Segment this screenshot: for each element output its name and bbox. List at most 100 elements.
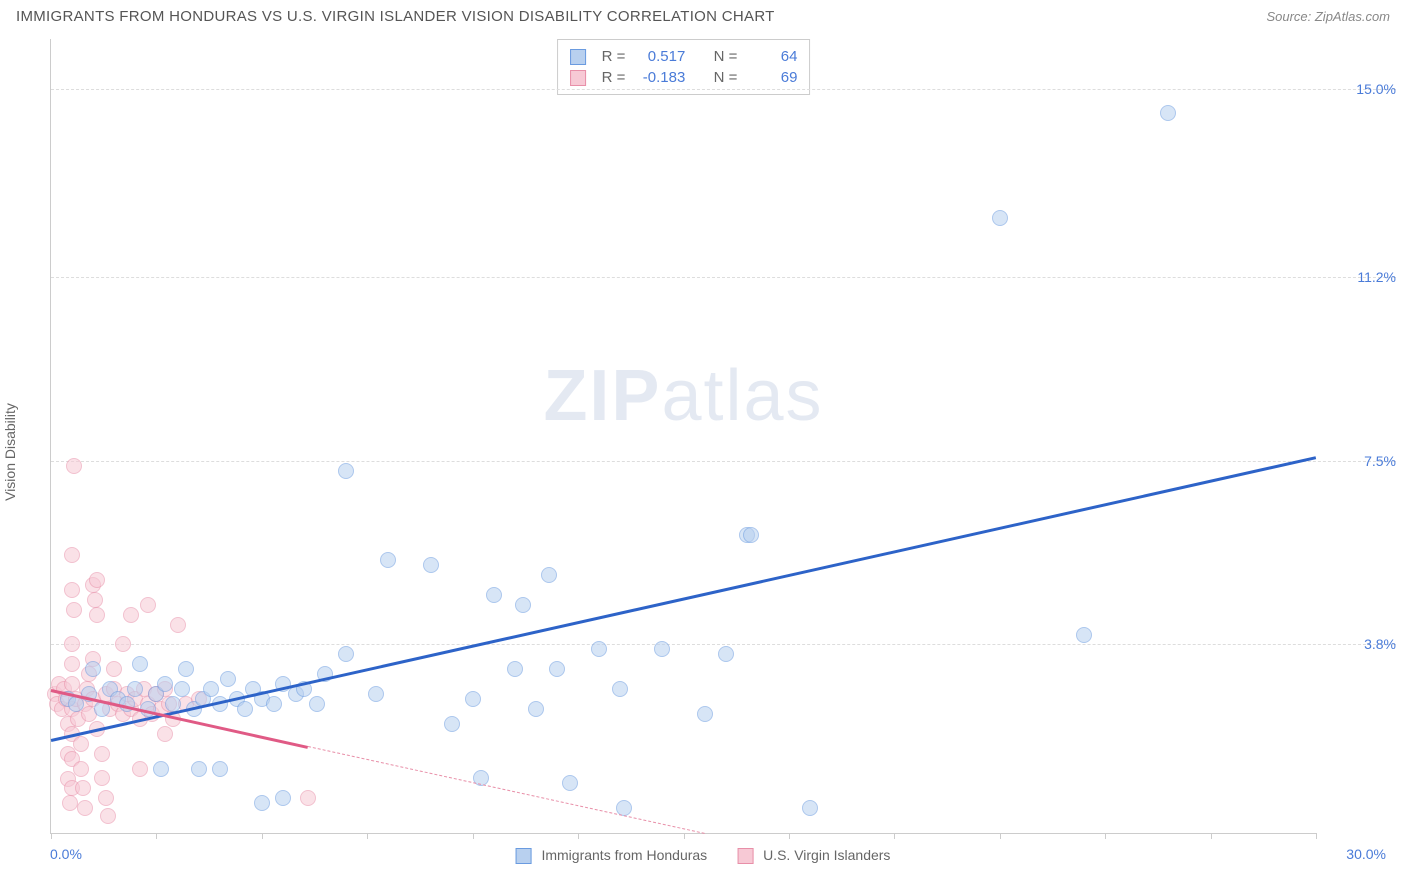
- data-point: [64, 636, 80, 652]
- data-point: [654, 641, 670, 657]
- data-point: [191, 761, 207, 777]
- y-axis-label: Vision Disability: [2, 403, 18, 501]
- data-point: [64, 656, 80, 672]
- x-tick: [51, 833, 52, 839]
- chart-area: Vision Disability ZIPatlas R = 0.517 N =…: [0, 29, 1406, 874]
- data-point: [132, 656, 148, 672]
- data-point: [380, 552, 396, 568]
- plot-region: ZIPatlas R = 0.517 N = 64 R = -0.183 N =…: [50, 39, 1316, 834]
- data-point: [123, 607, 139, 623]
- x-tick: [473, 833, 474, 839]
- data-point: [64, 582, 80, 598]
- data-point: [275, 790, 291, 806]
- data-point: [528, 701, 544, 717]
- x-tick: [262, 833, 263, 839]
- data-point: [75, 780, 91, 796]
- data-point: [87, 592, 103, 608]
- legend-item-usvi: U.S. Virgin Islanders: [737, 847, 890, 864]
- data-point: [64, 676, 80, 692]
- swatch-pink: [570, 70, 586, 86]
- x-tick: [367, 833, 368, 839]
- gridline: [51, 277, 1396, 278]
- x-tick: [894, 833, 895, 839]
- data-point: [237, 701, 253, 717]
- x-min-label: 0.0%: [50, 846, 82, 862]
- data-point: [89, 607, 105, 623]
- x-tick: [789, 833, 790, 839]
- data-point: [338, 463, 354, 479]
- chart-header: IMMIGRANTS FROM HONDURAS VS U.S. VIRGIN …: [0, 0, 1406, 29]
- chart-title: IMMIGRANTS FROM HONDURAS VS U.S. VIRGIN …: [16, 8, 775, 25]
- swatch-usvi: [737, 848, 753, 864]
- x-tick: [1000, 833, 1001, 839]
- data-point: [73, 761, 89, 777]
- data-point: [178, 661, 194, 677]
- data-point: [718, 646, 734, 662]
- watermark: ZIPatlas: [543, 355, 823, 437]
- chart-source: Source: ZipAtlas.com: [1266, 9, 1390, 24]
- correlation-legend: R = 0.517 N = 64 R = -0.183 N = 69: [557, 39, 811, 95]
- data-point: [338, 646, 354, 662]
- x-tick: [1211, 833, 1212, 839]
- gridline: [51, 89, 1396, 90]
- x-tick: [1316, 833, 1317, 839]
- data-point: [212, 761, 228, 777]
- data-point: [423, 557, 439, 573]
- data-point: [170, 617, 186, 633]
- legend-row-blue: R = 0.517 N = 64: [570, 46, 798, 67]
- gridline: [51, 461, 1396, 462]
- data-point: [140, 597, 156, 613]
- data-point: [100, 808, 116, 824]
- data-point: [127, 681, 143, 697]
- data-point: [174, 681, 190, 697]
- y-tick-label: 11.2%: [1326, 269, 1396, 285]
- x-tick: [578, 833, 579, 839]
- y-tick-label: 15.0%: [1326, 81, 1396, 97]
- data-point: [612, 681, 628, 697]
- data-point: [507, 661, 523, 677]
- data-point: [64, 547, 80, 563]
- series-legend: Immigrants from Honduras U.S. Virgin Isl…: [516, 847, 891, 864]
- data-point: [486, 587, 502, 603]
- data-point: [157, 726, 173, 742]
- x-max-label: 30.0%: [1346, 846, 1386, 862]
- data-point: [157, 676, 173, 692]
- data-point: [1160, 105, 1176, 121]
- legend-row-pink: R = -0.183 N = 69: [570, 67, 798, 88]
- data-point: [153, 761, 169, 777]
- y-tick-label: 7.5%: [1326, 453, 1396, 469]
- data-point: [94, 770, 110, 786]
- data-point: [992, 210, 1008, 226]
- swatch-honduras: [516, 848, 532, 864]
- trend-line: [51, 456, 1317, 741]
- data-point: [220, 671, 236, 687]
- data-point: [106, 661, 122, 677]
- gridline: [51, 644, 1396, 645]
- data-point: [94, 746, 110, 762]
- data-point: [541, 567, 557, 583]
- x-tick: [684, 833, 685, 839]
- data-point: [73, 736, 89, 752]
- data-point: [66, 602, 82, 618]
- data-point: [515, 597, 531, 613]
- x-tick: [156, 833, 157, 839]
- data-point: [368, 686, 384, 702]
- data-point: [66, 458, 82, 474]
- data-point: [802, 800, 818, 816]
- data-point: [85, 661, 101, 677]
- data-point: [465, 691, 481, 707]
- data-point: [115, 636, 131, 652]
- y-tick-label: 3.8%: [1326, 636, 1396, 652]
- data-point: [62, 795, 78, 811]
- swatch-blue: [570, 49, 586, 65]
- data-point: [591, 641, 607, 657]
- data-point: [266, 696, 282, 712]
- data-point: [444, 716, 460, 732]
- legend-item-honduras: Immigrants from Honduras: [516, 847, 708, 864]
- x-tick: [1105, 833, 1106, 839]
- data-point: [132, 761, 148, 777]
- data-point: [743, 527, 759, 543]
- data-point: [89, 572, 105, 588]
- data-point: [98, 790, 114, 806]
- data-point: [300, 790, 316, 806]
